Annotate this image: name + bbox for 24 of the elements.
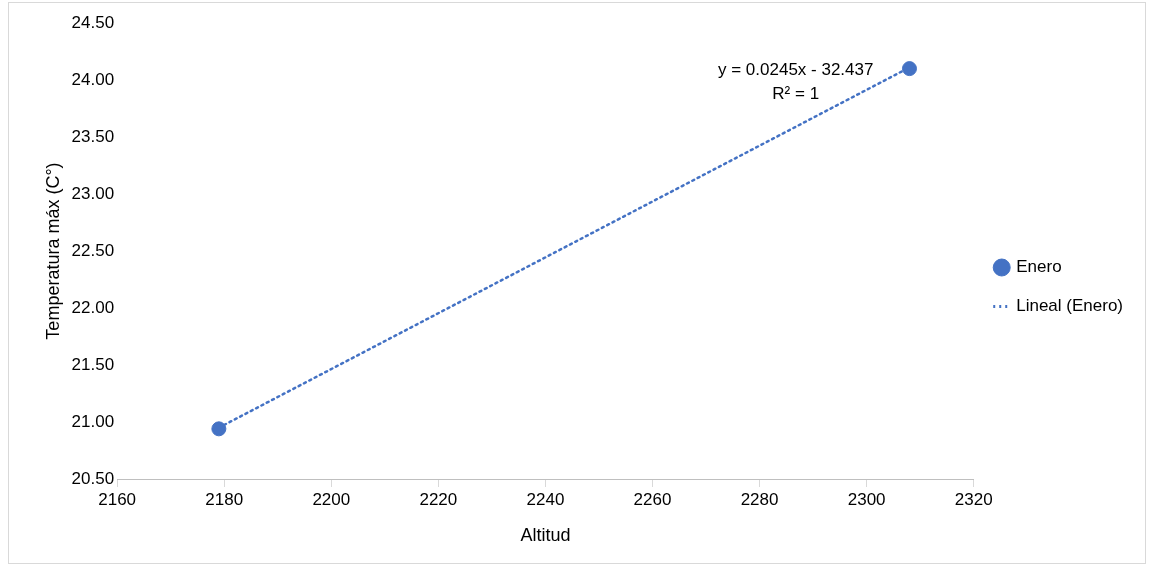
y-tick-label: 21.00 (71, 411, 115, 431)
y-tick-label: 20.50 (71, 468, 115, 488)
x-tick-label: 2240 (526, 489, 565, 509)
y-tick-label: 22.50 (71, 240, 115, 260)
annotation: y = 0.0245x - 32.437 (717, 60, 874, 79)
y-tick-label: 22.00 (71, 297, 115, 317)
x-tick-label: 2220 (419, 489, 458, 509)
x-tick-label: 2320 (954, 489, 993, 509)
y-tick-label: 23.00 (71, 183, 115, 203)
x-tick-label: 2200 (312, 489, 351, 509)
annotation: R² = 1 (772, 84, 820, 103)
x-tick-label: 2180 (205, 489, 244, 509)
y-tick-label: 21.50 (71, 354, 115, 374)
x-axis-title: Altitud (520, 525, 571, 546)
y-tick-label: 23.50 (71, 126, 115, 146)
x-tick-label: 2280 (740, 489, 779, 509)
y-tick-label: 24.00 (71, 69, 115, 89)
x-tick-label: 2260 (633, 489, 672, 509)
y-tick-label: 24.50 (71, 12, 115, 32)
y-axis-title: Temperatura máx (C°) (42, 162, 63, 340)
x-tick-label: 2300 (847, 489, 886, 509)
x-tick-label: 2160 (98, 489, 137, 509)
legend-label: Enero (1016, 257, 1062, 277)
legend-label: Lineal (Enero) (1016, 296, 1123, 316)
